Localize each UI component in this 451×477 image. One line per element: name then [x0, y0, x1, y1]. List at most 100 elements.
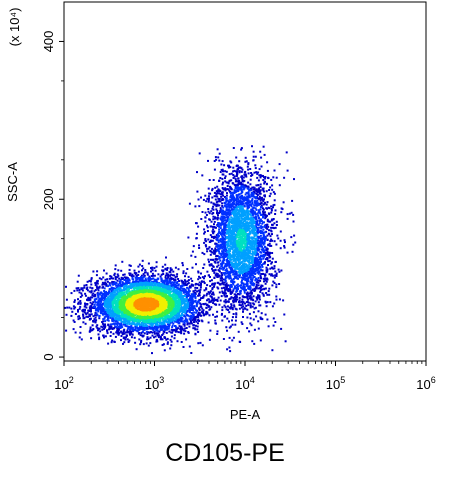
data-point [89, 301, 92, 304]
data-point [213, 195, 216, 198]
data-point [270, 211, 273, 214]
data-point [118, 289, 121, 292]
data-point [259, 213, 262, 216]
data-point [292, 220, 295, 223]
data-point [186, 286, 188, 289]
data-point [270, 238, 273, 241]
data-point [166, 342, 169, 345]
data-point [119, 282, 122, 285]
data-point [219, 227, 222, 230]
data-point [251, 264, 254, 267]
data-point [280, 327, 283, 330]
data-point [167, 276, 170, 279]
data-point [261, 292, 264, 295]
data-point [108, 304, 111, 307]
data-point [82, 321, 85, 324]
data-point [220, 240, 223, 243]
data-point [249, 249, 252, 252]
data-point [272, 280, 275, 283]
data-point [83, 311, 86, 314]
data-point [120, 324, 123, 327]
data-point [90, 291, 93, 294]
data-point [256, 194, 259, 196]
data-point [248, 246, 251, 249]
data-point [248, 330, 251, 333]
data-point [192, 324, 195, 327]
data-point [230, 296, 233, 299]
data-point [142, 324, 144, 327]
data-point [211, 236, 213, 239]
data-point [280, 269, 283, 272]
data-point [224, 219, 227, 222]
data-point [252, 311, 255, 314]
data-point [169, 287, 172, 290]
data-point [248, 218, 251, 221]
data-point [154, 284, 157, 286]
data-point [214, 203, 217, 206]
data-point [114, 287, 117, 290]
data-point [212, 205, 215, 208]
data-point [190, 322, 193, 325]
data-point [258, 174, 261, 177]
data-point [245, 191, 248, 194]
data-point [236, 274, 239, 277]
data-point [224, 170, 227, 173]
data-point [249, 201, 251, 204]
data-point [245, 274, 248, 277]
data-point [258, 220, 261, 223]
data-point [249, 252, 252, 255]
data-point [92, 270, 95, 273]
data-point [249, 281, 252, 284]
data-point [240, 170, 243, 173]
data-point [264, 300, 267, 303]
data-point [203, 232, 206, 235]
data-point [250, 278, 252, 281]
data-point [228, 326, 231, 329]
data-point [259, 266, 262, 268]
data-point [266, 318, 269, 321]
data-point [265, 226, 268, 229]
data-point [159, 336, 162, 339]
data-point [283, 246, 286, 249]
data-point [129, 333, 131, 336]
data-point [264, 176, 267, 178]
data-point [96, 303, 99, 306]
data-point [239, 289, 242, 292]
data-point [261, 239, 264, 242]
data-point [188, 297, 191, 300]
data-point [253, 272, 256, 274]
data-point [120, 269, 123, 272]
data-point [232, 283, 235, 286]
data-point [268, 287, 271, 290]
data-point [161, 321, 164, 324]
data-point [132, 278, 135, 281]
data-point [150, 267, 153, 270]
data-point [170, 328, 173, 331]
data-point [165, 277, 168, 280]
data-point [255, 286, 258, 289]
data-point [252, 193, 255, 195]
data-point [240, 306, 243, 309]
data-point [267, 232, 270, 235]
data-point [222, 238, 225, 241]
data-point [245, 216, 248, 219]
data-point [244, 271, 247, 274]
data-point [163, 285, 165, 288]
data-point [107, 319, 110, 322]
data-point [252, 268, 255, 271]
data-point [91, 303, 94, 305]
data-point [163, 282, 166, 285]
data-point [255, 285, 258, 287]
data-point [249, 189, 252, 192]
data-point [227, 211, 230, 214]
data-point [220, 264, 223, 267]
data-point [174, 266, 177, 269]
data-point [229, 226, 232, 229]
data-point [128, 272, 131, 275]
data-point [249, 304, 252, 307]
data-point [216, 216, 219, 219]
data-point [234, 215, 237, 218]
data-point [128, 332, 131, 335]
data-point [293, 178, 295, 181]
data-point [270, 262, 273, 265]
